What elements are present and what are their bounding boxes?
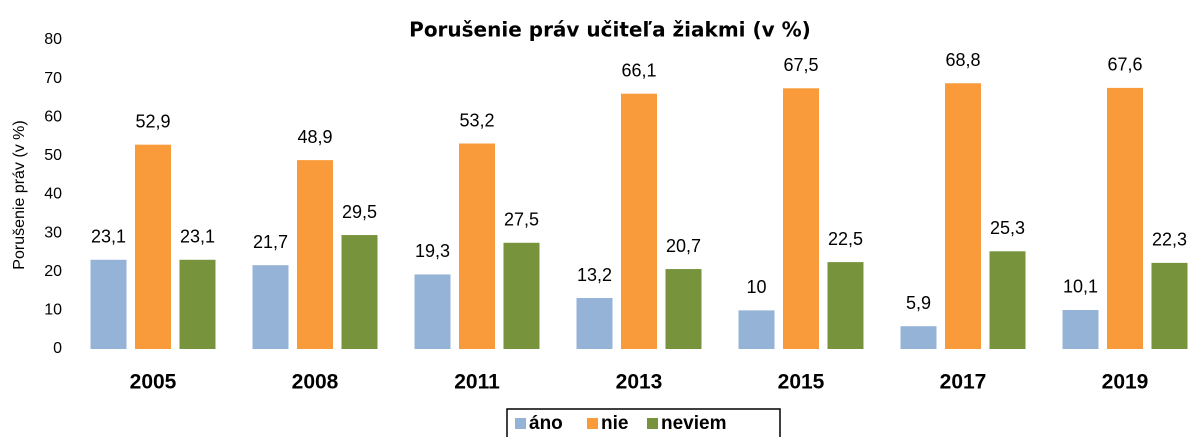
data-label: 53,2 (459, 110, 494, 130)
bar (135, 144, 171, 349)
data-label: 22,5 (828, 229, 863, 249)
bar (252, 265, 289, 349)
y-tick-label: 0 (53, 340, 62, 357)
legend-label: neviem (661, 413, 726, 434)
y-tick-label: 30 (44, 224, 62, 241)
x-tick-label: 2011 (454, 371, 500, 394)
legend-swatch (647, 418, 658, 429)
data-label: 48,9 (297, 127, 332, 147)
data-label: 68,8 (945, 50, 980, 70)
legend-label: áno (529, 413, 563, 434)
x-tick-label: 2017 (940, 371, 987, 394)
y-tick-label: 50 (44, 147, 62, 164)
bar (179, 259, 216, 349)
data-label: 10,1 (1063, 277, 1098, 297)
x-tick-label: 2005 (130, 371, 177, 394)
x-tick-label: 2015 (778, 371, 825, 394)
bar (1151, 262, 1188, 349)
bar (989, 251, 1026, 349)
data-label: 66,1 (621, 60, 656, 80)
bar (459, 143, 495, 349)
data-label: 5,9 (906, 293, 931, 313)
bar (90, 259, 127, 349)
bar (945, 83, 981, 349)
data-label: 13,2 (577, 265, 612, 285)
legend-swatch (587, 418, 598, 429)
y-tick-label: 20 (44, 263, 62, 280)
legend-label: nie (601, 413, 628, 434)
bar (621, 93, 657, 349)
y-tick-label: 70 (44, 70, 62, 87)
data-label: 27,5 (504, 210, 539, 230)
data-label: 19,3 (415, 241, 450, 261)
bar (1062, 309, 1099, 349)
data-label: 22,3 (1152, 230, 1187, 250)
bar (665, 269, 702, 349)
bar (1107, 87, 1143, 350)
y-axis-label: Porušenie práv (v %) (11, 120, 28, 269)
bar (738, 310, 775, 349)
bar (827, 262, 864, 349)
data-label: 10 (746, 277, 766, 297)
data-label: 23,1 (180, 227, 215, 247)
bar (297, 160, 333, 349)
data-label: 23,1 (91, 227, 126, 247)
y-tick-label: 60 (44, 108, 62, 125)
chart-title: Porušenie práv učiteľa žiakmi (v %) (409, 18, 811, 42)
bar (900, 326, 937, 349)
data-label: 25,3 (990, 218, 1025, 238)
bar (503, 242, 540, 349)
bar (783, 88, 819, 349)
data-label: 52,9 (135, 111, 170, 131)
data-label: 21,7 (253, 232, 288, 252)
x-tick-label: 2008 (292, 371, 339, 394)
data-label: 67,5 (783, 55, 818, 75)
data-label: 67,6 (1107, 55, 1142, 75)
legend-box (506, 408, 781, 437)
y-tick-label: 10 (44, 302, 62, 319)
y-tick-label: 40 (44, 186, 62, 203)
data-label: 29,5 (342, 202, 377, 222)
x-tick-label: 2019 (1102, 371, 1149, 394)
bar (576, 298, 613, 349)
bar (341, 235, 378, 349)
x-tick-label: 2013 (616, 371, 663, 394)
data-label: 20,7 (666, 236, 701, 256)
bar (414, 274, 451, 349)
y-tick-label: 80 (44, 31, 62, 48)
legend-swatch (515, 418, 526, 429)
